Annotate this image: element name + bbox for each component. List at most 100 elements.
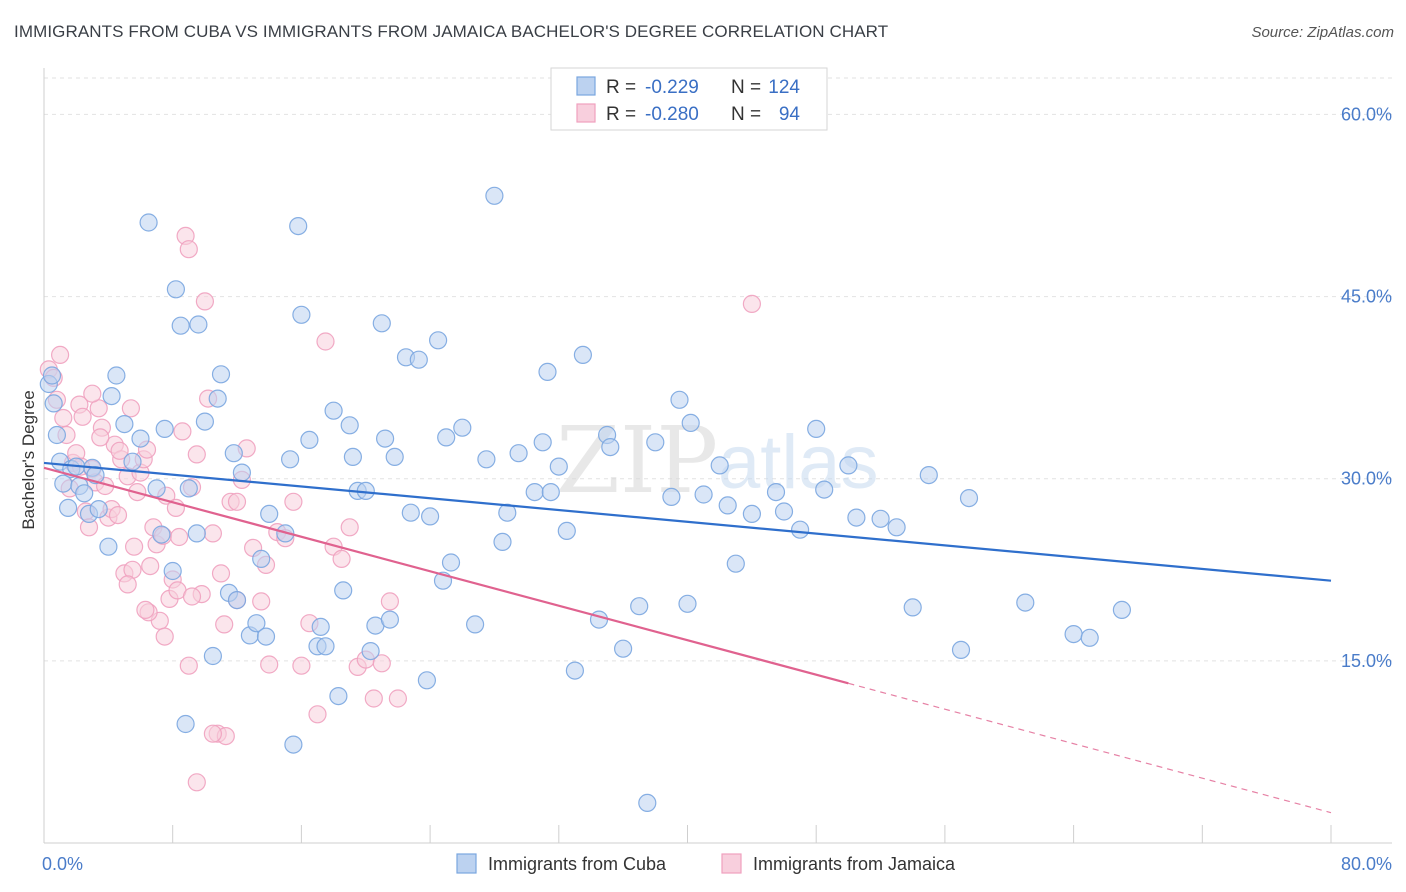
cuba-point <box>89 500 108 519</box>
svg-text:N =: N = <box>731 104 761 125</box>
jamaica-point <box>155 627 174 646</box>
cuba-point <box>187 524 206 543</box>
jamaica-point <box>227 492 247 511</box>
cuba-point <box>139 213 158 232</box>
cuba-point <box>284 735 303 754</box>
cuba-point <box>710 456 729 475</box>
cuba-point <box>380 610 399 629</box>
svg-text:94: 94 <box>779 104 801 125</box>
cuba-point <box>694 485 713 504</box>
jamaica-point <box>173 422 192 441</box>
y-tick-label: 30.0% <box>1341 469 1392 489</box>
jamaica-point <box>292 656 311 675</box>
cuba-point <box>790 520 810 539</box>
cuba-point <box>211 365 231 384</box>
jamaica-point <box>308 705 327 724</box>
cuba-point <box>466 615 485 634</box>
cuba-point <box>401 503 420 522</box>
cuba-point <box>311 617 330 637</box>
legend-swatch-jamaica <box>576 103 596 123</box>
svg-text:-0.280: -0.280 <box>645 104 699 125</box>
jamaica-point <box>252 592 271 611</box>
cuba-point <box>409 350 428 369</box>
cuba-point <box>232 463 251 482</box>
jamaica-point <box>388 689 407 708</box>
stats-legend: R = -0.229 N = 124 R = -0.280 N = 94 <box>550 67 828 131</box>
jamaica-point <box>203 724 222 743</box>
cuba-point <box>155 419 174 438</box>
jamaica-point <box>742 294 762 313</box>
jamaica-point <box>195 292 214 311</box>
cuba-point <box>340 416 359 435</box>
jamaica-point <box>187 773 206 792</box>
cuba-point <box>99 537 118 556</box>
jamaica-point <box>141 556 160 576</box>
jamaica-point <box>50 345 70 364</box>
svg-text:Immigrants from Cuba: Immigrants from Cuba <box>488 854 667 874</box>
cuba-point <box>601 438 620 457</box>
cuba-point <box>630 597 649 616</box>
jamaica-point <box>260 655 279 674</box>
bottom-legend-swatch-cuba <box>456 853 477 874</box>
cuba-point <box>847 508 866 527</box>
cuba-point <box>839 456 858 475</box>
jamaica-point <box>170 527 189 547</box>
y-tick-label: 45.0% <box>1341 287 1392 307</box>
cuba-point <box>42 366 62 385</box>
svg-text:R =: R = <box>606 77 636 98</box>
cuba-point <box>247 614 266 633</box>
cuba-point <box>573 345 593 364</box>
cuba-point <box>417 671 436 690</box>
jamaica-point <box>215 615 234 634</box>
svg-text:N =: N = <box>731 77 761 98</box>
cuba-point <box>189 315 208 334</box>
svg-text:Immigrants from Jamaica: Immigrants from Jamaica <box>753 854 956 874</box>
series-legend: Immigrants from Cuba Immigrants from Jam… <box>456 853 956 874</box>
jamaica-point <box>380 592 399 611</box>
source-label: Source: ZipAtlas.com <box>1251 24 1394 41</box>
cuba-point <box>477 450 496 469</box>
jamaica-point <box>284 492 303 511</box>
jamaica-point <box>316 332 335 351</box>
jamaica-point <box>372 654 391 673</box>
jamaica-point <box>332 549 351 569</box>
cuba-point <box>903 598 922 617</box>
cuba-point <box>951 640 971 660</box>
cuba-point <box>681 413 700 432</box>
jamaica-point <box>125 537 144 556</box>
cuba-point <box>44 394 63 413</box>
jamaica-point <box>108 505 128 525</box>
cuba-point <box>718 496 737 515</box>
cuba-point <box>638 793 657 813</box>
cuba-point <box>509 444 528 463</box>
jamaica-point <box>136 600 155 620</box>
cuba-point <box>324 401 343 420</box>
cuba-point <box>887 518 906 537</box>
gridlines <box>44 77 1392 662</box>
cuba-point <box>147 479 166 498</box>
cuba-point <box>662 487 681 506</box>
cuba-point <box>549 457 568 476</box>
cuba-point <box>115 415 134 434</box>
cuba-point <box>538 362 557 381</box>
cuba-point <box>815 480 834 499</box>
cuba-point <box>47 425 67 445</box>
jamaica-point <box>187 445 206 464</box>
cuba-point <box>1080 628 1099 647</box>
cuba-point <box>385 447 404 466</box>
cuba-point <box>316 637 335 656</box>
svg-text:124: 124 <box>768 77 800 98</box>
cuba-point <box>919 466 938 485</box>
jamaica-point <box>340 518 359 537</box>
cuba-point <box>334 581 353 600</box>
cuba-point <box>58 498 78 517</box>
cuba-point <box>453 418 472 437</box>
cuba-point <box>1064 624 1083 644</box>
cuba-point <box>742 504 762 524</box>
cuba-point <box>107 366 126 385</box>
cuba-point <box>329 686 348 706</box>
cuba-point <box>589 610 609 629</box>
cuba-point <box>959 489 979 508</box>
cuba-point <box>541 483 560 502</box>
